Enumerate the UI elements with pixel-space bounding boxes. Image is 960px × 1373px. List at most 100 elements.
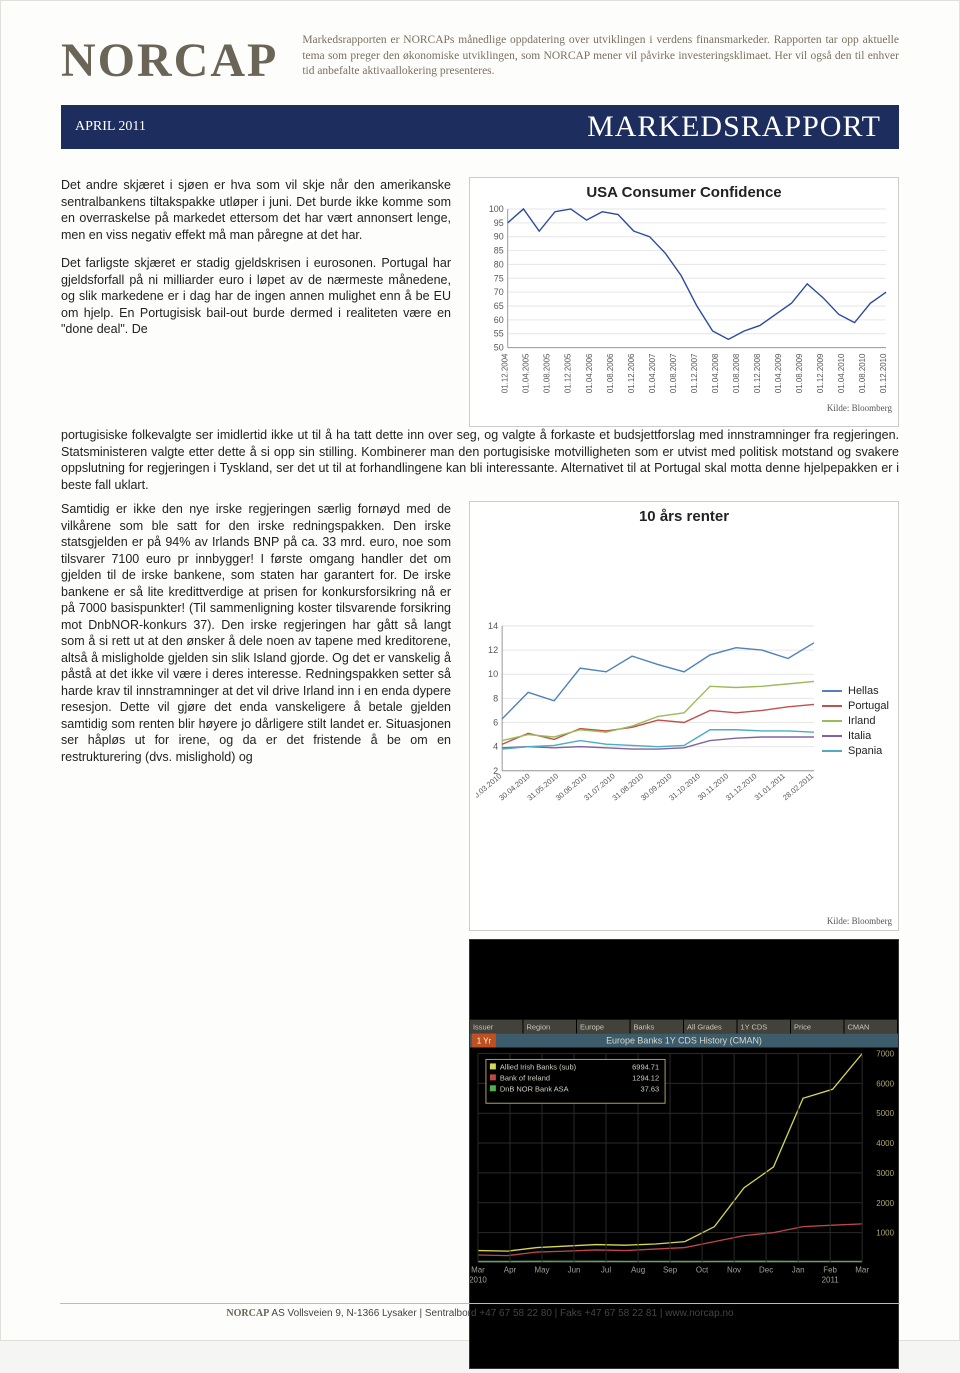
legend-item: Spania [822, 745, 892, 757]
legend-swatch [822, 690, 842, 692]
legend-label: Irland [848, 715, 876, 727]
svg-text:Region: Region [526, 1023, 550, 1032]
svg-text:10: 10 [488, 669, 498, 679]
svg-text:8: 8 [493, 693, 498, 703]
svg-text:01.04.2009: 01.04.2009 [774, 353, 783, 393]
legend-swatch [822, 720, 842, 722]
chart1-source: Kilde: Bloomberg [476, 403, 892, 413]
report-date: APRIL 2011 [75, 119, 146, 135]
footer-brand: NORCAP [226, 1308, 269, 1319]
legend-label: Spania [848, 745, 882, 757]
svg-text:1 Yr: 1 Yr [477, 1037, 492, 1046]
svg-text:14: 14 [488, 621, 498, 631]
svg-text:01.12.2004: 01.12.2004 [501, 353, 510, 393]
svg-text:2000: 2000 [876, 1199, 894, 1208]
svg-text:01.08.2007: 01.08.2007 [669, 354, 678, 394]
charts-right-col: 10 års renter 246810121430.03.201030.04.… [469, 501, 899, 1369]
svg-text:60: 60 [494, 315, 504, 325]
svg-text:70: 70 [494, 287, 504, 297]
svg-text:01.04.2005: 01.04.2005 [522, 353, 531, 393]
legend-swatch [822, 735, 842, 737]
svg-text:80: 80 [494, 259, 504, 269]
svg-text:100: 100 [489, 205, 504, 214]
report-title: MARKEDSRAPPORT [587, 110, 881, 144]
body-col-1: Det andre skjæret i sjøen er hva som vil… [61, 177, 451, 427]
svg-text:Dec: Dec [759, 1265, 773, 1274]
svg-text:Jul: Jul [601, 1265, 611, 1274]
footer-text: AS Vollsveien 9, N-1366 Lysaker | Sentra… [269, 1308, 733, 1319]
svg-text:CMAN: CMAN [847, 1023, 869, 1032]
svg-text:65: 65 [494, 301, 504, 311]
svg-text:Feb: Feb [823, 1265, 837, 1274]
logo: NORCAP [61, 33, 278, 85]
svg-text:Jun: Jun [568, 1265, 581, 1274]
legend-swatch [822, 705, 842, 707]
page: NORCAP Markedsrapporten er NORCAPs måned… [0, 0, 960, 1341]
svg-text:Sep: Sep [663, 1265, 678, 1274]
chart2-svg: 246810121430.03.201030.04.201031.05.2010… [476, 529, 818, 916]
section-1: Det andre skjæret i sjøen er hva som vil… [61, 177, 899, 427]
svg-text:31.10.2010: 31.10.2010 [667, 771, 702, 802]
svg-text:Banks: Banks [633, 1023, 654, 1032]
chart-10yr-rates: 10 års renter 246810121430.03.201030.04.… [469, 501, 899, 931]
svg-text:75: 75 [494, 273, 504, 283]
svg-text:Aug: Aug [631, 1265, 645, 1274]
svg-text:01.04.2008: 01.04.2008 [711, 353, 720, 393]
chart2-title: 10 års renter [476, 508, 892, 525]
svg-text:01.12.2006: 01.12.2006 [627, 353, 636, 393]
svg-text:01.12.2009: 01.12.2009 [816, 353, 825, 393]
svg-text:Bank of Ireland: Bank of Ireland [500, 1073, 550, 1082]
svg-text:7000: 7000 [876, 1049, 894, 1058]
header: NORCAP Markedsrapporten er NORCAPs måned… [61, 33, 899, 85]
svg-text:4000: 4000 [876, 1139, 894, 1148]
svg-text:01.04.2010: 01.04.2010 [837, 353, 846, 393]
svg-text:5000: 5000 [876, 1109, 894, 1118]
chart1-title: USA Consumer Confidence [476, 184, 892, 201]
svg-text:DnB NOR Bank ASA: DnB NOR Bank ASA [500, 1084, 569, 1093]
legend-label: Portugal [848, 700, 889, 712]
paragraph-3: Samtidig er ikke den nye irske regjering… [61, 501, 451, 765]
svg-text:2011: 2011 [822, 1275, 840, 1284]
svg-text:95: 95 [494, 218, 504, 228]
svg-text:01.12.2010: 01.12.2010 [879, 353, 888, 393]
svg-text:1000: 1000 [876, 1229, 894, 1238]
svg-text:Price: Price [794, 1023, 811, 1032]
svg-text:01.08.2006: 01.08.2006 [606, 353, 615, 393]
svg-text:2010: 2010 [470, 1275, 487, 1284]
svg-text:01.04.2007: 01.04.2007 [648, 354, 657, 394]
svg-text:May: May [534, 1265, 549, 1274]
svg-text:6000: 6000 [876, 1079, 894, 1088]
svg-text:All Grades: All Grades [687, 1023, 722, 1032]
svg-text:1Y CDS: 1Y CDS [740, 1023, 767, 1032]
svg-text:50: 50 [494, 343, 504, 353]
legend-item: Italia [822, 730, 892, 742]
paragraph-2a: Det farligste skjæret er stadig gjeldskr… [61, 255, 451, 338]
paragraph-1: Det andre skjæret i sjøen er hva som vil… [61, 177, 451, 243]
legend-label: Hellas [848, 685, 879, 697]
svg-text:Issuer: Issuer [473, 1023, 494, 1032]
svg-text:Apr: Apr [504, 1265, 517, 1274]
chart2-legend: Hellas Portugal Irland Italia Spania [822, 529, 892, 916]
svg-text:37.63: 37.63 [640, 1084, 659, 1093]
svg-text:01.04.2006: 01.04.2006 [585, 353, 594, 393]
legend-item: Hellas [822, 685, 892, 697]
svg-text:6994.71: 6994.71 [632, 1062, 659, 1071]
svg-text:Mar: Mar [855, 1265, 869, 1274]
svg-text:6: 6 [493, 718, 498, 728]
intro-text: Markedsrapporten er NORCAPs månedlige op… [302, 33, 899, 80]
paragraph-2b: portugisiske folkevalgte ser imidlertid … [61, 427, 899, 493]
legend-swatch [822, 750, 842, 752]
svg-text:01.08.2009: 01.08.2009 [795, 353, 804, 393]
svg-text:01.08.2005: 01.08.2005 [543, 353, 552, 393]
chart1-svg: 5055606570758085909510001.12.200401.04.2… [476, 205, 892, 403]
section-2: Samtidig er ikke den nye irske regjering… [61, 501, 899, 1369]
svg-text:01.08.2010: 01.08.2010 [858, 353, 867, 393]
svg-text:28.02.2011: 28.02.2011 [781, 771, 815, 802]
svg-text:Jan: Jan [792, 1265, 805, 1274]
title-band: APRIL 2011 MARKEDSRAPPORT [61, 105, 899, 149]
svg-text:Europe Banks 1Y CDS History (C: Europe Banks 1Y CDS History (CMAN) [606, 1036, 762, 1046]
svg-text:01.12.2007: 01.12.2007 [690, 354, 699, 394]
legend-item: Portugal [822, 700, 892, 712]
footer: NORCAP AS Vollsveien 9, N-1366 Lysaker |… [60, 1303, 900, 1319]
chart-consumer-confidence: USA Consumer Confidence 5055606570758085… [469, 177, 899, 427]
